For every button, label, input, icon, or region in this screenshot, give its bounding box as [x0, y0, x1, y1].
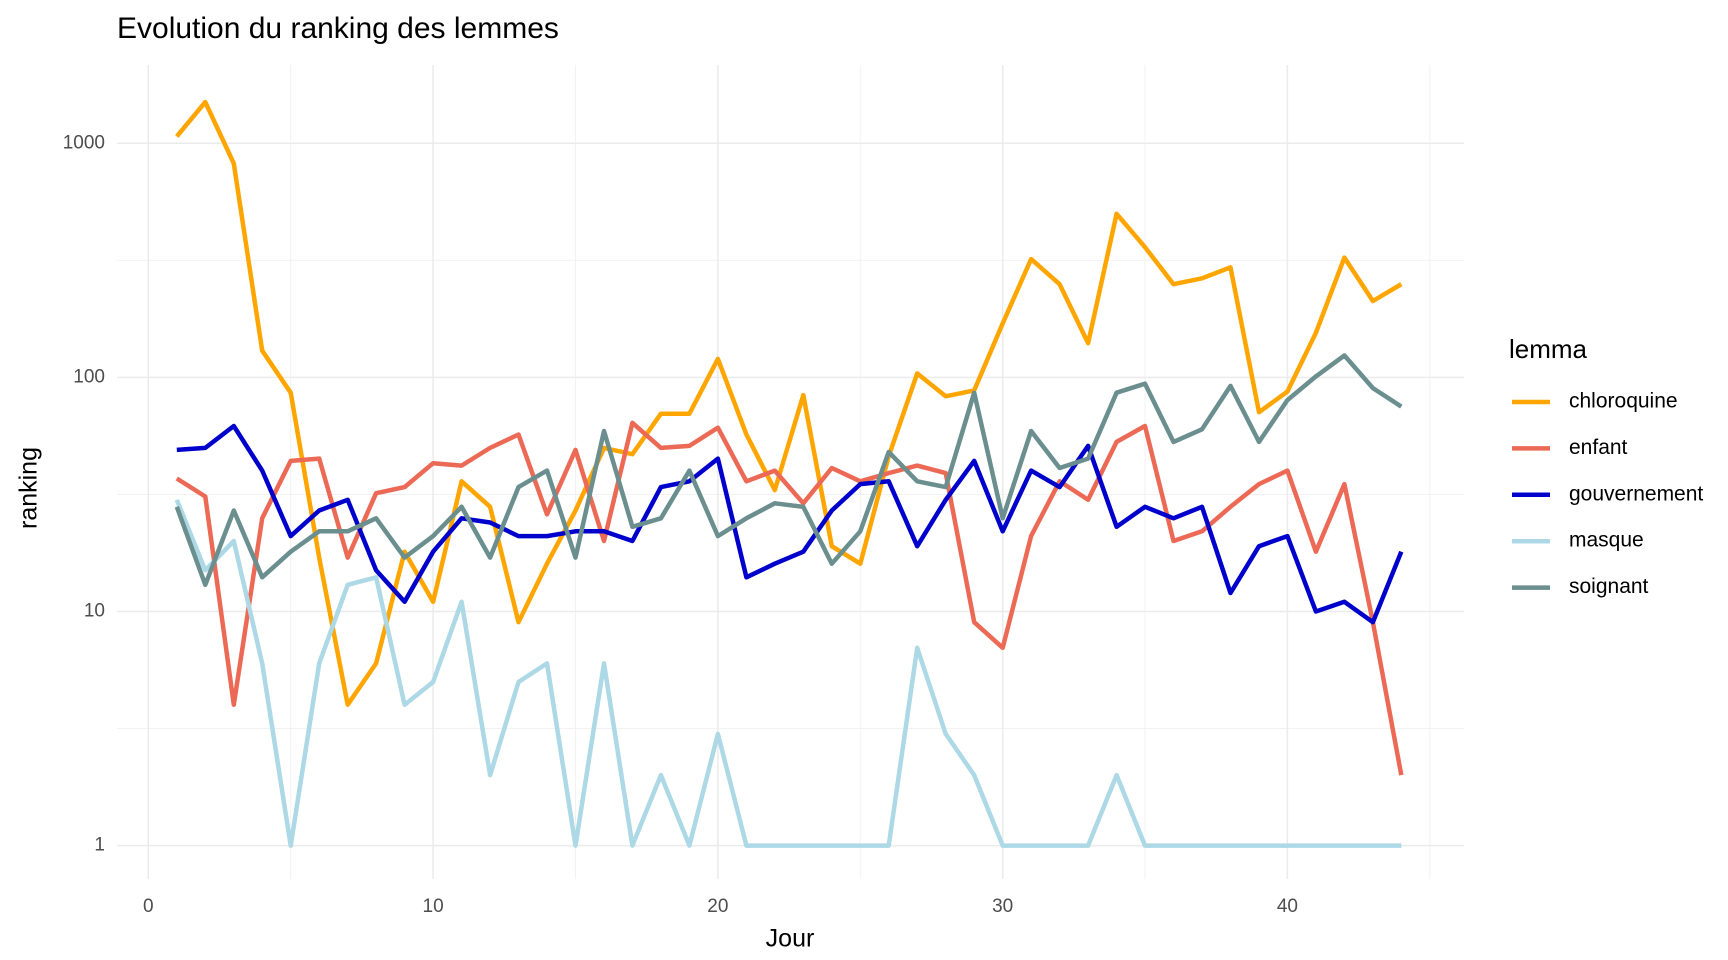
- series-line: [176, 423, 1404, 625]
- legend-label: enfant: [1569, 436, 1628, 459]
- y-tick-label: 1: [94, 835, 105, 856]
- legend-label: chloroquine: [1569, 390, 1678, 413]
- y-axis-label: ranking: [15, 447, 43, 529]
- x-tick-label: 20: [707, 896, 728, 917]
- x-tick-label: 10: [423, 896, 444, 917]
- legend-title: lemma: [1509, 334, 1588, 364]
- x-tick-label: 0: [143, 896, 154, 917]
- series-line: [174, 353, 1403, 588]
- y-tick-label: 10: [84, 601, 105, 622]
- y-tick-label: 100: [73, 366, 105, 387]
- series-line: [175, 420, 1404, 776]
- x-tick-label: 40: [1277, 896, 1298, 917]
- legend-label: gouvernement: [1569, 482, 1703, 505]
- series-line: [174, 498, 1402, 848]
- x-axis-label: Jour: [766, 925, 815, 953]
- y-tick-label: 1000: [63, 132, 105, 153]
- legend-label: masque: [1569, 529, 1644, 552]
- x-tick-label: 30: [992, 896, 1013, 917]
- series-line: [175, 99, 1403, 707]
- legend-label: soignant: [1569, 575, 1649, 598]
- chart-title: Evolution du ranking des lemmes: [117, 12, 559, 45]
